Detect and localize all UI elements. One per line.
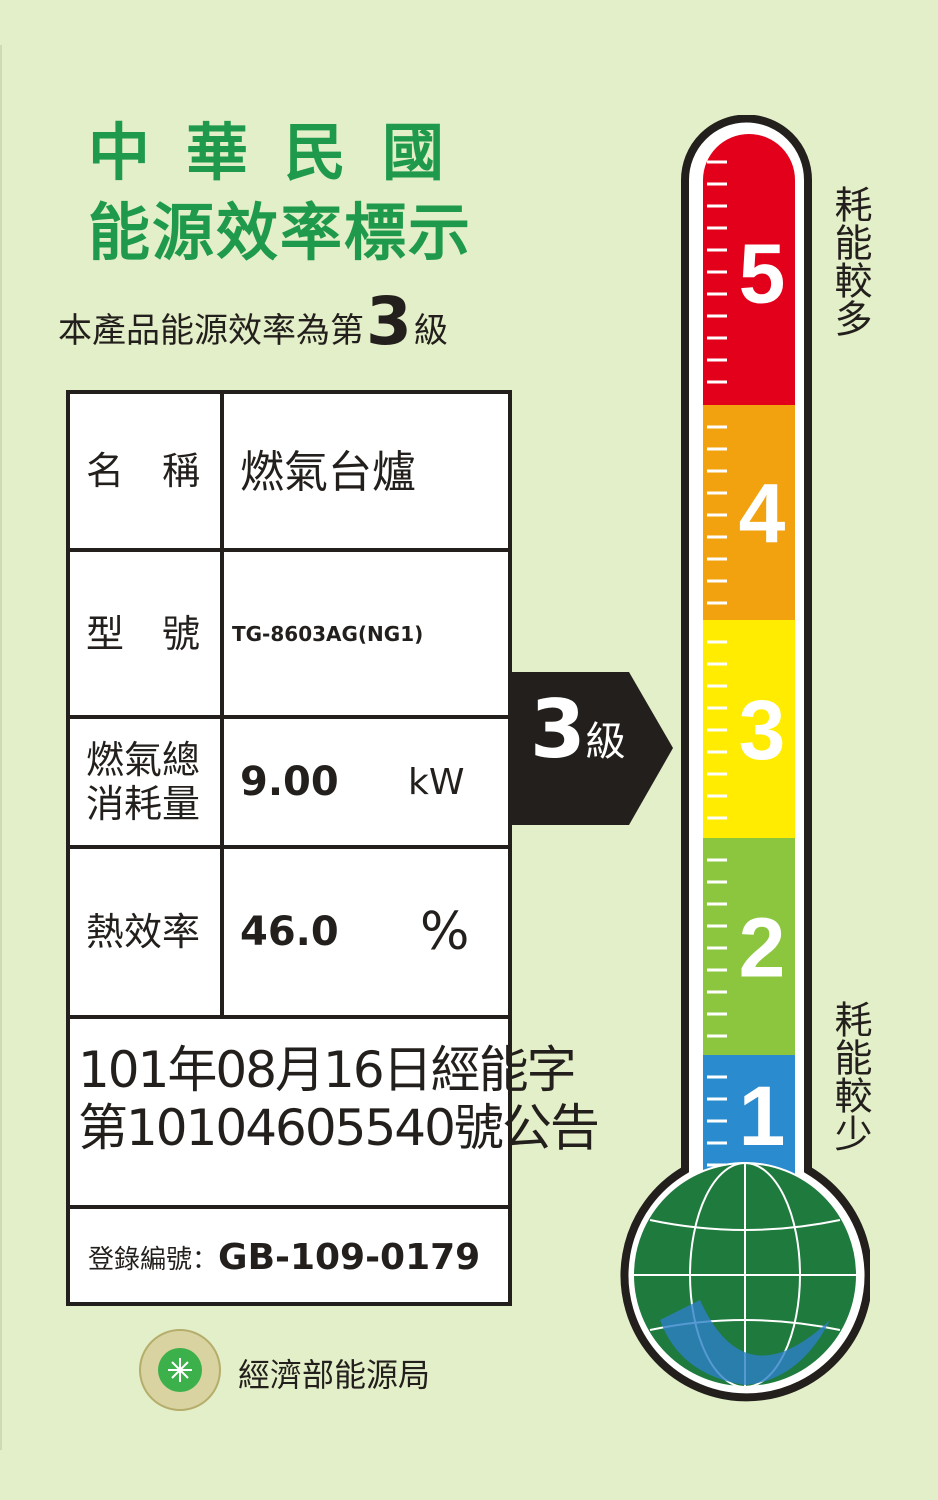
row-consumption: 燃氣總 消耗量 9.00 kW [70,719,508,849]
level-label-3: 3 [739,683,786,777]
registration-label: 登錄編號： [88,1245,219,1275]
efficiency-unit: % [420,902,470,962]
row-efficiency: 熱效率 46.0 % [70,849,508,1019]
grade-arrow-icon [511,672,673,825]
grade-statement: 本產品能源效率為第 3 級 [58,283,448,360]
grade-prefix: 本產品能源效率為第 [58,311,364,351]
model-value: TG-8603AG(NG1) [232,621,424,646]
registration-value: GB-109-0179 [218,1237,481,1278]
title-line-1: 中華民國 [88,116,481,189]
consumption-label-2: 消耗量 [86,782,201,826]
grade-indicator: 3 級 [530,690,626,770]
level-label-5: 5 [739,227,786,321]
level-label-2: 2 [739,901,786,995]
border-line [0,45,2,1450]
level-label-1: 1 [739,1069,786,1163]
efficiency-label: 熱效率 [70,849,224,1015]
consumption-value: 9.00 [240,759,339,805]
grade-number: 3 [366,283,412,360]
efficiency-value: 46.0 [240,909,339,955]
low-consumption-note: 耗能較少 [828,1000,872,1152]
row-model: 型 號 TG-8603AG(NG1) [70,552,508,719]
spec-table: 名 稱 燃氣台爐 型 號 TG-8603AG(NG1) 燃氣總 消耗量 9.00… [66,390,600,1306]
grade-suffix: 級 [413,311,448,351]
thermometer-icon: 5 4 3 2 1 [620,115,870,1402]
consumption-label: 燃氣總 消耗量 [70,719,224,845]
level-label-4: 4 [739,467,786,561]
title-line-2: 能源效率標示 [88,196,473,269]
thermometer-segment-4 [703,405,795,620]
model-label: 型 號 [70,552,224,715]
name-value: 燃氣台爐 [240,447,416,498]
row-name: 名 稱 燃氣台爐 [70,394,508,552]
name-label: 名 稱 [70,394,224,548]
efficiency-cell: 46.0 % [226,849,508,1015]
consumption-cell: 9.00 kW [226,719,508,845]
agency-name: 經濟部能源局 [238,1356,431,1394]
announcement: 101年08月16日經能字 第10104605540號公告 [70,1019,600,1209]
bureau-of-energy-logo [139,1329,221,1411]
high-consumption-note: 耗能較多 [828,185,872,337]
registration: 登錄編號： GB-109-0179 [70,1209,508,1306]
thermometer-segment-1 [703,1055,795,1175]
indicator-grade: 3 [530,683,586,776]
consumption-label-1: 燃氣總 [86,738,201,782]
consumption-unit: kW [408,761,465,803]
indicator-unit: 級 [585,719,626,765]
announcement-line-2: 第10104605540號公告 [78,1099,600,1157]
announcement-line-1: 101年08月16日經能字 [78,1041,577,1099]
